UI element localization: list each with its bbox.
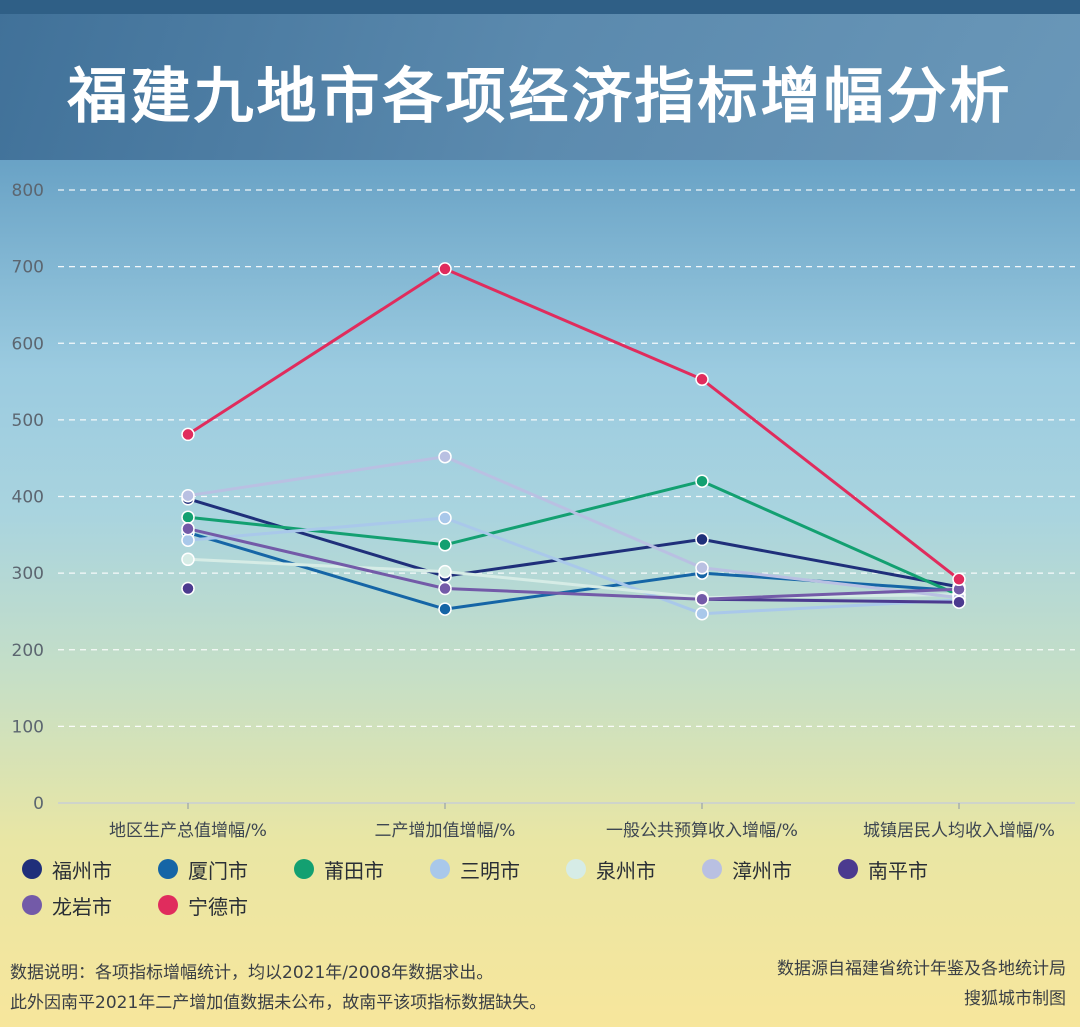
legend-label: 厦门市 xyxy=(188,858,248,883)
legend-swatch xyxy=(158,895,178,915)
legend-label: 福州市 xyxy=(52,858,112,883)
legend-item: 福州市 xyxy=(22,858,158,883)
legend-label: 莆田市 xyxy=(324,858,384,883)
legend-swatch xyxy=(22,895,42,915)
source-credit: 数据源自福建省统计年鉴及各地统计局 搜狐城市制图 xyxy=(777,954,1066,1014)
data-point xyxy=(181,521,195,536)
data-point xyxy=(438,449,452,464)
data-note: 数据说明：各项指标增幅统计，均以2021年/2008年数据求出。 此外因南平20… xyxy=(10,958,546,1018)
title-band xyxy=(0,14,1080,160)
data-point xyxy=(438,538,452,552)
legend-item: 三明市 xyxy=(430,858,566,883)
data-point xyxy=(181,581,195,596)
series-line xyxy=(187,516,960,616)
data-note-line-2: 此外因南平2021年二产增加值数据未公布，故南平该项指标数据缺失。 xyxy=(10,993,547,1013)
y-tick-label: 300 xyxy=(12,564,44,584)
y-tick-label: 100 xyxy=(12,717,44,737)
legend-label: 三明市 xyxy=(460,858,520,883)
legend-swatch xyxy=(430,859,450,879)
data-point xyxy=(181,488,195,503)
legend-label: 龙岩市 xyxy=(52,894,112,919)
series-line xyxy=(187,479,960,597)
series-line xyxy=(187,455,960,600)
legend-swatch xyxy=(838,859,858,879)
data-point xyxy=(438,564,452,579)
legend-swatch xyxy=(702,859,722,879)
legend-item: 厦门市 xyxy=(158,858,294,883)
data-point xyxy=(695,474,709,488)
legend-swatch xyxy=(566,859,586,879)
legend-label: 南平市 xyxy=(868,858,928,883)
data-point xyxy=(181,510,195,524)
data-point xyxy=(952,595,966,609)
chart-legend: 福州市 厦门市 莆田市 三明市 泉州市 漳州市 南平市龙岩市 宁德市 xyxy=(22,858,1072,919)
data-note-line-1: 数据说明：各项指标增幅统计，均以2021年/2008年数据求出。 xyxy=(10,963,494,983)
top-stripe xyxy=(0,0,1080,14)
line-chart: 0 100 200 300 400 500 600 700 800 地区生产总值增幅/% 二产增加值… xyxy=(12,181,1075,841)
y-tick-label: 0 xyxy=(33,794,44,814)
legend-label: 泉州市 xyxy=(596,858,656,883)
data-point xyxy=(695,606,709,621)
data-point xyxy=(438,511,452,525)
data-point xyxy=(695,561,709,575)
legend-item: 龙岩市 xyxy=(22,894,158,919)
data-point xyxy=(438,262,452,276)
series-line xyxy=(187,267,960,581)
data-point xyxy=(181,552,195,567)
legend-item: 泉州市 xyxy=(566,858,702,883)
y-tick-label: 500 xyxy=(12,411,44,431)
legend-item: 漳州市 xyxy=(702,858,838,883)
legend-swatch xyxy=(22,859,42,879)
series-line xyxy=(187,557,960,600)
legend-label: 漳州市 xyxy=(732,858,792,883)
legend-item: 莆田市 xyxy=(294,858,430,883)
data-point xyxy=(181,533,195,547)
series-line xyxy=(187,497,960,589)
chart-title: 福建九地市各项经济指标增幅分析 xyxy=(67,62,1013,132)
series-line xyxy=(187,527,960,601)
y-tick-label: 200 xyxy=(12,641,44,661)
legend-swatch xyxy=(158,859,178,879)
legend-item: 宁德市 xyxy=(158,894,294,919)
x-tick-label: 地区生产总值增幅/% xyxy=(109,821,267,841)
y-tick-label: 600 xyxy=(12,334,44,354)
source-line: 数据源自福建省统计年鉴及各地统计局 xyxy=(777,959,1066,979)
series-line xyxy=(701,597,960,604)
y-tick-label: 700 xyxy=(12,258,44,278)
data-point xyxy=(695,592,709,606)
y-tick-label: 400 xyxy=(12,488,44,508)
data-point xyxy=(952,572,966,587)
legend-swatch xyxy=(294,859,314,879)
legend-label: 宁德市 xyxy=(188,894,248,919)
x-tick-label: 二产增加值增幅/% xyxy=(375,821,516,841)
data-point xyxy=(438,581,452,596)
data-point xyxy=(695,532,709,547)
x-tick-label: 城镇居民人均收入增幅/% xyxy=(863,821,1055,841)
y-tick-label: 800 xyxy=(12,181,44,201)
credit-line: 搜狐城市制图 xyxy=(964,989,1066,1009)
legend-item: 南平市 xyxy=(838,858,974,883)
data-point xyxy=(695,372,709,387)
x-tick-label: 一般公共预算收入增幅/% xyxy=(606,821,798,841)
data-point xyxy=(181,427,195,442)
data-point xyxy=(438,602,452,616)
